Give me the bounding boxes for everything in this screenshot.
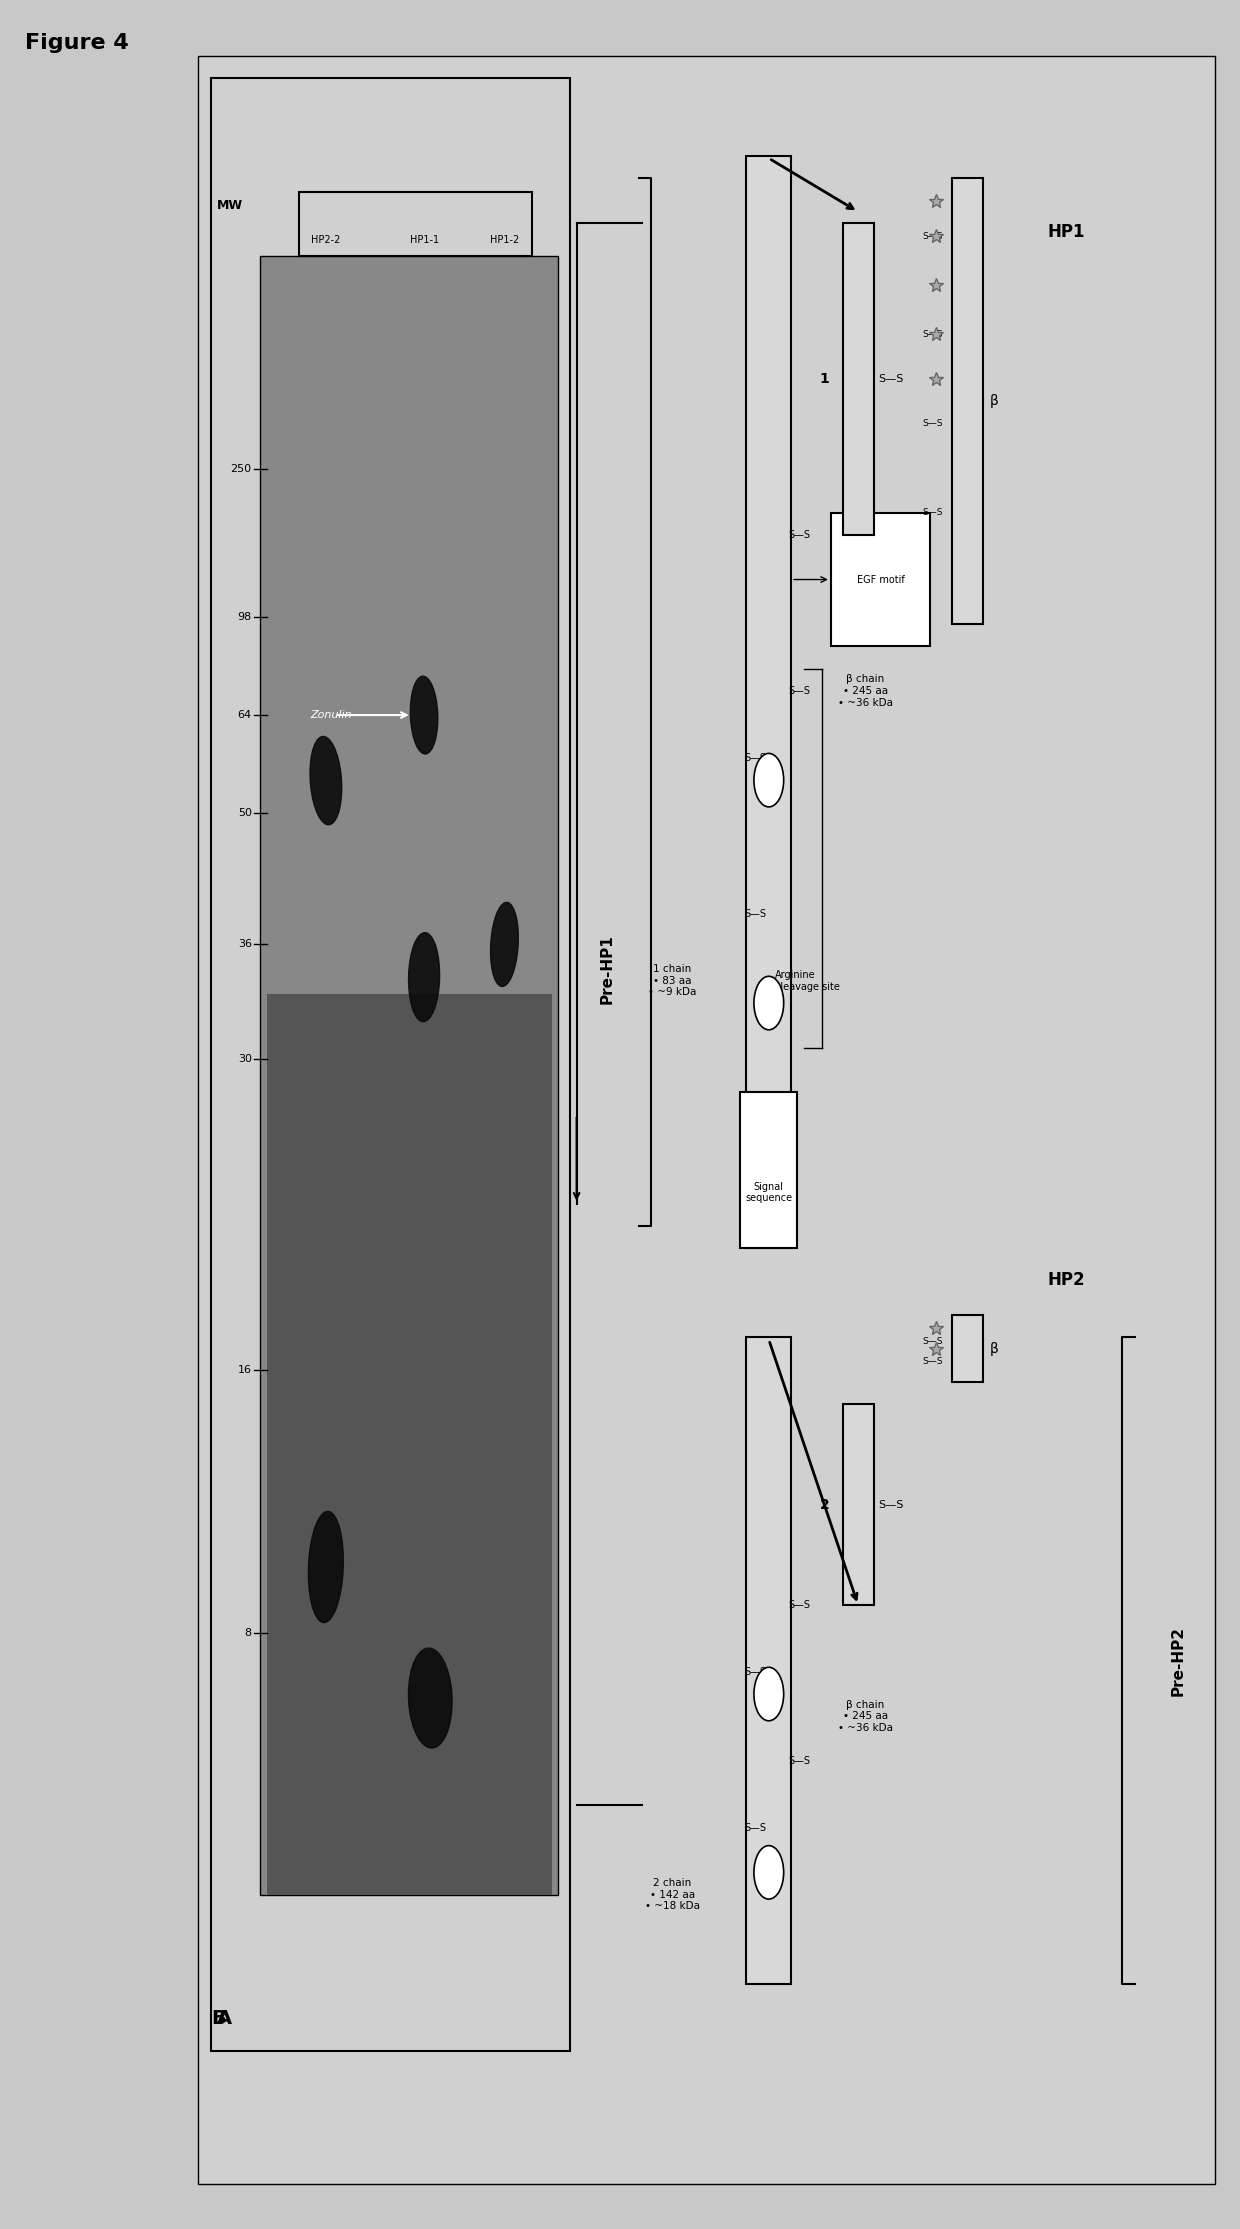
Text: 1 chain
• 83 aa
• ~9 kDa: 1 chain • 83 aa • ~9 kDa [647, 965, 697, 996]
Text: S—S: S—S [921, 232, 942, 241]
Text: S—S: S—S [921, 1357, 942, 1366]
Text: HP1-2: HP1-2 [490, 236, 520, 245]
Ellipse shape [408, 932, 440, 1021]
Text: β: β [990, 395, 998, 408]
Text: EGF motif: EGF motif [857, 575, 904, 584]
Text: 98: 98 [238, 611, 252, 622]
FancyBboxPatch shape [746, 1337, 791, 1984]
Ellipse shape [309, 1511, 343, 1623]
Text: Zonulin: Zonulin [310, 711, 352, 720]
FancyBboxPatch shape [831, 513, 930, 646]
Text: S—S: S—S [921, 330, 942, 339]
Circle shape [754, 1667, 784, 1721]
Ellipse shape [410, 675, 438, 753]
Text: S—S: S—S [789, 531, 811, 539]
Text: S—S: S—S [744, 753, 766, 762]
Text: S—S: S—S [921, 419, 942, 428]
FancyBboxPatch shape [952, 1315, 983, 1382]
Circle shape [754, 753, 784, 807]
FancyBboxPatch shape [211, 78, 570, 2051]
Text: 2 chain
• 142 aa
• ~18 kDa: 2 chain • 142 aa • ~18 kDa [645, 1879, 699, 1910]
Text: S—S: S—S [744, 909, 766, 918]
Text: A: A [217, 2008, 232, 2028]
Text: S—S: S—S [921, 1337, 942, 1346]
Text: 30: 30 [238, 1054, 252, 1063]
Text: S—S: S—S [789, 687, 811, 695]
Text: Pre-HP1: Pre-HP1 [600, 934, 615, 1005]
Text: 50: 50 [238, 809, 252, 818]
Text: β chain
• 245 aa
• ~36 kDa: β chain • 245 aa • ~36 kDa [838, 675, 893, 707]
Text: Figure 4: Figure 4 [25, 33, 129, 53]
FancyBboxPatch shape [198, 56, 1215, 2184]
FancyBboxPatch shape [746, 156, 791, 1248]
Text: S—S: S—S [789, 1600, 811, 1609]
FancyBboxPatch shape [843, 1404, 874, 1605]
Circle shape [754, 1846, 784, 1899]
Text: Signal
sequence: Signal sequence [745, 1181, 792, 1204]
FancyBboxPatch shape [843, 223, 874, 535]
FancyBboxPatch shape [952, 178, 983, 624]
Ellipse shape [310, 736, 342, 825]
Ellipse shape [491, 903, 518, 987]
Text: β chain
• 245 aa
• ~36 kDa: β chain • 245 aa • ~36 kDa [838, 1701, 893, 1732]
Text: S—S: S—S [878, 374, 903, 383]
Text: 16: 16 [238, 1366, 252, 1375]
Text: Pre-HP2: Pre-HP2 [1171, 1625, 1185, 1696]
FancyBboxPatch shape [267, 994, 552, 1895]
Circle shape [754, 976, 784, 1030]
Text: B: B [211, 2008, 226, 2028]
Text: β: β [990, 1342, 998, 1355]
Text: 36: 36 [238, 938, 252, 950]
Text: 250: 250 [231, 464, 252, 475]
Text: 64: 64 [238, 711, 252, 720]
Text: 2: 2 [820, 1498, 830, 1511]
Text: S—S: S—S [921, 508, 942, 517]
Text: S—S: S—S [789, 1756, 811, 1765]
Ellipse shape [408, 1647, 453, 1748]
FancyBboxPatch shape [260, 256, 558, 1895]
Text: HP2: HP2 [1048, 1271, 1085, 1288]
Text: S—S: S—S [878, 1500, 903, 1509]
Text: HP2-2: HP2-2 [311, 236, 341, 245]
Text: HP1-1: HP1-1 [409, 236, 439, 245]
Text: S—S: S—S [744, 1667, 766, 1676]
Text: 1: 1 [820, 372, 830, 386]
FancyBboxPatch shape [740, 1092, 797, 1248]
Text: HP1: HP1 [1048, 223, 1085, 241]
Text: 8: 8 [244, 1627, 252, 1638]
Text: Arginine
cleavage site: Arginine cleavage site [775, 970, 839, 992]
Text: MW: MW [217, 198, 243, 212]
Text: S—S: S—S [744, 1823, 766, 1832]
